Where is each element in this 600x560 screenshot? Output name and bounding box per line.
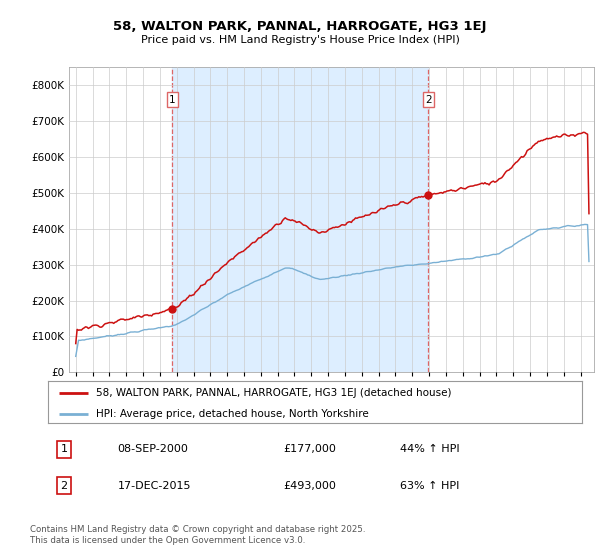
Text: 17-DEC-2015: 17-DEC-2015 <box>118 481 191 491</box>
Text: 2: 2 <box>425 95 432 105</box>
Text: £177,000: £177,000 <box>283 445 336 454</box>
Text: 44% ↑ HPI: 44% ↑ HPI <box>400 445 460 454</box>
Text: 1: 1 <box>61 445 68 454</box>
Text: £493,000: £493,000 <box>283 481 336 491</box>
Text: 1: 1 <box>169 95 176 105</box>
Text: Price paid vs. HM Land Registry's House Price Index (HPI): Price paid vs. HM Land Registry's House … <box>140 35 460 45</box>
Text: Contains HM Land Registry data © Crown copyright and database right 2025.
This d: Contains HM Land Registry data © Crown c… <box>30 525 365 545</box>
Text: 08-SEP-2000: 08-SEP-2000 <box>118 445 188 454</box>
Text: 58, WALTON PARK, PANNAL, HARROGATE, HG3 1EJ: 58, WALTON PARK, PANNAL, HARROGATE, HG3 … <box>113 20 487 32</box>
Text: 63% ↑ HPI: 63% ↑ HPI <box>400 481 460 491</box>
Bar <box>172 67 428 372</box>
Text: HPI: Average price, detached house, North Yorkshire: HPI: Average price, detached house, Nort… <box>96 409 369 418</box>
Text: 2: 2 <box>61 481 68 491</box>
Text: 58, WALTON PARK, PANNAL, HARROGATE, HG3 1EJ (detached house): 58, WALTON PARK, PANNAL, HARROGATE, HG3 … <box>96 388 452 398</box>
